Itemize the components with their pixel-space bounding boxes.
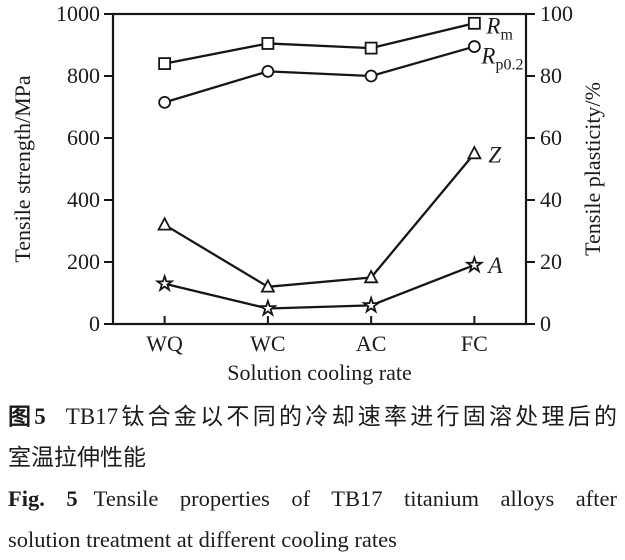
plot-frame xyxy=(111,12,528,326)
x-tick-label: WC xyxy=(250,331,285,356)
left-tick-label: 0 xyxy=(89,311,100,336)
point-Rp0.2-WC xyxy=(261,64,275,78)
x-axis-title: Solution cooling rate xyxy=(227,360,412,385)
right-axis-title: Tensile plasticity/% xyxy=(580,82,605,256)
left-tick-label: 1000 xyxy=(56,1,100,26)
figure-caption: 图5 TB17钛合金以不同的冷却速率进行固溶处理后的 室温拉伸性能 Fig. 5 T… xyxy=(8,396,617,560)
point-A-AC xyxy=(361,295,381,314)
series-label-A: A xyxy=(486,253,503,278)
caption-cn-line1: 图5 TB17钛合金以不同的冷却速率进行固溶处理后的 xyxy=(8,396,617,437)
point-Z-WC xyxy=(260,278,276,293)
point-Rp0.2-AC xyxy=(364,69,378,83)
series-Z-line xyxy=(164,152,476,288)
tensile-properties-chart: 0 200 400 600 800 1000 0 20 40 60 80 100 WQ WC AC FC Sol… xyxy=(10,1,605,385)
point-Z-AC xyxy=(363,269,379,284)
caption-en-label: Fig. 5 xyxy=(8,486,78,511)
right-tick-label: 80 xyxy=(540,63,562,88)
right-tick-label: 60 xyxy=(540,125,562,150)
caption-en-line2: solution treatment at different cooling … xyxy=(8,527,397,552)
x-tick-label: AC xyxy=(356,331,387,356)
right-tick-label: 40 xyxy=(540,187,562,212)
caption-en-text1: Tensile properties of TB17 titanium allo… xyxy=(93,486,617,511)
left-tick-label: 600 xyxy=(67,125,100,150)
left-tick-label: 400 xyxy=(67,187,100,212)
point-Rp0.2-FC xyxy=(467,40,481,53)
series-label-Rm: Rm xyxy=(485,13,513,43)
left-axis-title: Tensile strength/MPa xyxy=(10,75,35,263)
x-tick-label: FC xyxy=(461,331,488,356)
caption-cn-line2: 室温拉伸性能 xyxy=(8,445,146,470)
right-tick-label: 100 xyxy=(540,1,573,26)
point-A-WQ xyxy=(154,273,175,293)
caption-en-line1: Fig. 5 Tensile properties of TB17 titaniu… xyxy=(8,478,617,519)
point-Rp0.2-WQ xyxy=(158,95,172,109)
point-Rm-AC xyxy=(364,41,378,55)
x-tick-label: WQ xyxy=(146,331,183,356)
series-Rp0.2-line xyxy=(164,45,475,104)
point-Z-WQ xyxy=(157,216,173,231)
series-label-Z: Z xyxy=(488,143,501,168)
point-A-FC xyxy=(464,254,485,274)
point-Rm-WC xyxy=(261,37,275,50)
series-label-Rp0.2: Rp0.2 xyxy=(480,44,523,74)
caption-cn-text1: TB17钛合金以不同的冷却速率进行固溶处理后的 xyxy=(65,404,618,429)
point-Rm-FC xyxy=(467,16,481,30)
left-tick-label: 200 xyxy=(67,249,100,274)
series-Rm-line xyxy=(164,22,475,65)
left-tick-label: 800 xyxy=(67,63,100,88)
right-tick-label: 20 xyxy=(540,249,562,274)
point-Z-FC xyxy=(466,145,482,160)
point-A-WC xyxy=(258,298,278,317)
caption-cn-label: 图5 xyxy=(8,404,46,429)
series-A-line xyxy=(164,264,475,310)
point-Rm-WQ xyxy=(158,57,172,70)
right-tick-label: 0 xyxy=(540,311,551,336)
